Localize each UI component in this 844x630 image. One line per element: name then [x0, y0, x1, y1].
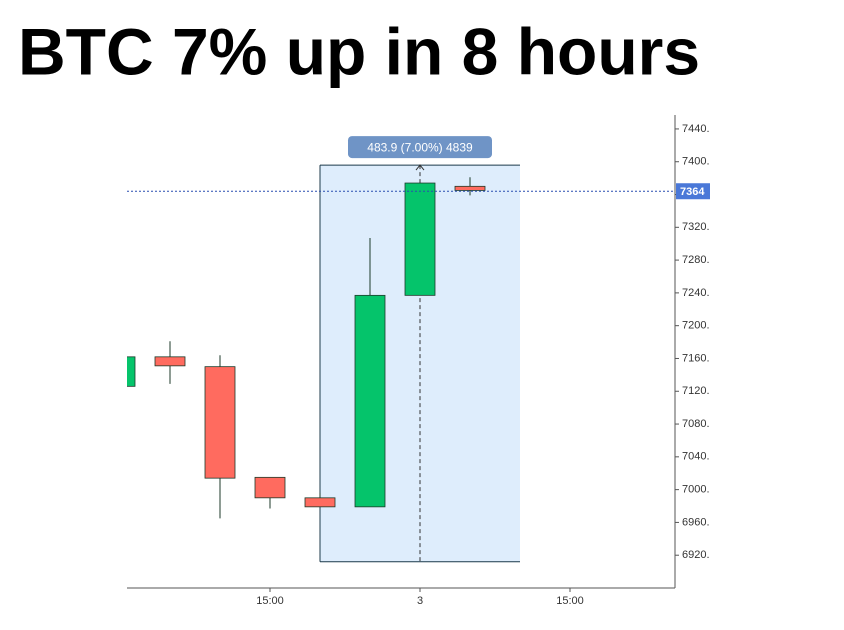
chart-title: BTC 7% up in 8 hours [18, 14, 700, 88]
y-tick-label: 7040. [682, 451, 710, 463]
y-tick-label: 7120. [682, 385, 710, 397]
candle-body [127, 356, 136, 387]
y-tick-label: 7280. [682, 254, 710, 266]
candle-body [404, 182, 436, 296]
last-price-label: 7364 [680, 186, 705, 198]
candle-body [454, 185, 486, 191]
y-tick-label: 7320. [682, 221, 710, 233]
candle-body [354, 294, 386, 508]
candle-body [304, 497, 336, 508]
x-tick-label: 15:00 [256, 595, 284, 607]
y-tick-label: 7440. [682, 123, 710, 135]
last-price-tag [676, 183, 710, 200]
y-tick-label: 7080. [682, 418, 710, 430]
y-tick-label: 6920. [682, 549, 710, 561]
plot-area [127, 164, 520, 563]
candle-body [154, 356, 186, 367]
y-tick-label: 6960. [682, 516, 710, 528]
x-tick-label: 3 [417, 595, 423, 607]
candle-body [204, 366, 236, 479]
measure-label: 483.9 (7.00%) 4839 [367, 140, 473, 154]
x-tick-label: 15:00 [556, 595, 584, 607]
measure-label-bg [348, 136, 492, 159]
y-tick-label: 7000. [682, 484, 710, 496]
y-tick-label: 7200. [682, 320, 710, 332]
y-tick-label: 7400. [682, 156, 710, 168]
y-tick-label: 7160. [682, 352, 710, 364]
measure-arrow-head [415, 164, 425, 171]
candle-body [254, 476, 286, 499]
y-tick-label: 7240. [682, 287, 710, 299]
